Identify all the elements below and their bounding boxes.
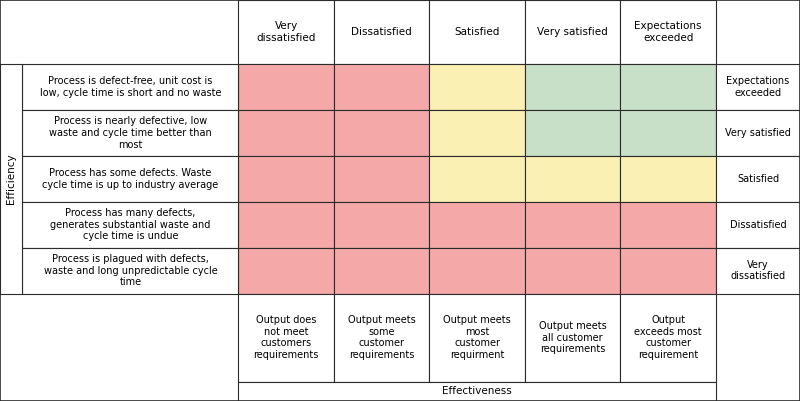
- Text: Expectations
exceeded: Expectations exceeded: [726, 76, 790, 98]
- Bar: [716, 110, 800, 156]
- Bar: [525, 248, 621, 294]
- Text: Output does
not meet
customers
requirements: Output does not meet customers requireme…: [254, 315, 319, 360]
- Text: Very
dissatisfied: Very dissatisfied: [730, 260, 786, 282]
- Bar: [334, 64, 430, 110]
- Bar: [621, 294, 716, 382]
- Text: Output meets
some
customer
requirements: Output meets some customer requirements: [348, 315, 415, 360]
- Bar: [525, 294, 621, 382]
- Bar: [0, 64, 22, 294]
- Text: Effectiveness: Effectiveness: [442, 387, 512, 396]
- Bar: [430, 156, 525, 202]
- Bar: [525, 110, 621, 156]
- Bar: [430, 294, 525, 382]
- Text: Process is nearly defective, low
waste and cycle time better than
most: Process is nearly defective, low waste a…: [49, 116, 212, 150]
- Bar: [525, 64, 621, 110]
- Bar: [621, 0, 716, 64]
- Bar: [430, 202, 525, 248]
- Bar: [238, 382, 716, 401]
- Bar: [238, 64, 334, 110]
- Bar: [430, 64, 525, 110]
- Bar: [334, 248, 430, 294]
- Text: Satisfied: Satisfied: [737, 174, 779, 184]
- Bar: [22, 202, 238, 248]
- Bar: [430, 0, 525, 64]
- Bar: [22, 156, 238, 202]
- Text: Very satisfied: Very satisfied: [725, 128, 791, 138]
- Bar: [716, 202, 800, 248]
- Bar: [430, 110, 525, 156]
- Text: Very satisfied: Very satisfied: [538, 27, 608, 37]
- Text: Dissatisfied: Dissatisfied: [730, 220, 786, 230]
- Bar: [525, 202, 621, 248]
- Bar: [716, 156, 800, 202]
- Text: Process has some defects. Waste
cycle time is up to industry average: Process has some defects. Waste cycle ti…: [42, 168, 218, 190]
- Bar: [22, 110, 238, 156]
- Bar: [238, 294, 334, 382]
- Bar: [238, 0, 334, 64]
- Text: Process is defect-free, unit cost is
low, cycle time is short and no waste: Process is defect-free, unit cost is low…: [40, 76, 221, 98]
- Bar: [621, 110, 716, 156]
- Bar: [525, 0, 621, 64]
- Text: Very
dissatisfied: Very dissatisfied: [257, 21, 316, 43]
- Bar: [525, 156, 621, 202]
- Bar: [334, 294, 430, 382]
- Bar: [238, 110, 334, 156]
- Text: Expectations
exceeded: Expectations exceeded: [634, 21, 702, 43]
- Bar: [334, 0, 430, 64]
- Bar: [22, 64, 238, 110]
- Bar: [621, 248, 716, 294]
- Text: Output meets
most
customer
requirment: Output meets most customer requirment: [443, 315, 511, 360]
- Bar: [238, 202, 334, 248]
- Bar: [238, 156, 334, 202]
- Bar: [334, 156, 430, 202]
- Bar: [430, 248, 525, 294]
- Text: Process is plagued with defects,
waste and long unpredictable cycle
time: Process is plagued with defects, waste a…: [43, 254, 218, 287]
- Bar: [621, 64, 716, 110]
- Bar: [334, 202, 430, 248]
- Bar: [716, 248, 800, 294]
- Text: Dissatisfied: Dissatisfied: [351, 27, 412, 37]
- Text: Satisfied: Satisfied: [454, 27, 500, 37]
- Bar: [238, 248, 334, 294]
- Text: Output
exceeds most
customer
requirement: Output exceeds most customer requirement: [634, 315, 702, 360]
- Text: Output meets
all customer
requirements: Output meets all customer requirements: [539, 321, 606, 354]
- Bar: [22, 248, 238, 294]
- Bar: [334, 110, 430, 156]
- Text: Efficiency: Efficiency: [6, 154, 16, 204]
- Bar: [716, 64, 800, 110]
- Bar: [621, 156, 716, 202]
- Text: Process has many defects,
generates substantial waste and
cycle time is undue: Process has many defects, generates subs…: [50, 208, 210, 241]
- Bar: [621, 202, 716, 248]
